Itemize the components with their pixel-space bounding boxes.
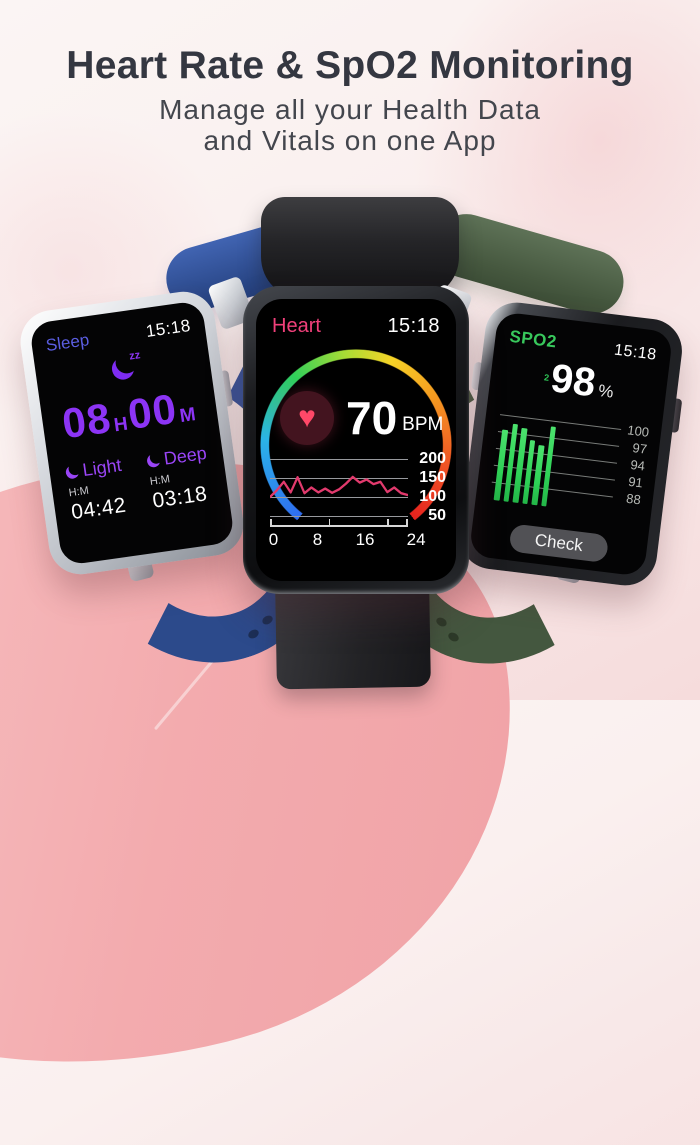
x-tick-label: 8 (312, 530, 323, 549)
header: Heart Rate & SpO2 Monitoring Manage all … (0, 44, 700, 157)
y-tick-label: 100 (419, 488, 446, 505)
heart-icon: ♥ (280, 391, 334, 445)
heart-watch: Heart 15:18 ♥ 70 BPM 200 150 100 50 (243, 286, 469, 594)
moon-icon (145, 452, 162, 469)
sleep-hours-unit: H (112, 413, 130, 437)
spo2-value: 98 (548, 356, 598, 406)
sleep-minutes: 00 (125, 384, 180, 439)
stage-value: 04:42 (69, 493, 128, 525)
sleep-watch: Sleep 15:18 zz 08 H 00 M Light H:M 04:42 (16, 287, 248, 579)
spo2-bar-chart: 100 97 94 91 88 (488, 414, 650, 532)
spo2-clock: 15:18 (613, 341, 658, 364)
gridline (270, 497, 408, 498)
black-watch-band-top (261, 197, 459, 299)
y-tick-label: 91 (627, 473, 644, 491)
sleep-stage-light: Light H:M 04:42 (64, 455, 128, 525)
heart-screen: Heart 15:18 ♥ 70 BPM 200 150 100 50 (256, 299, 456, 581)
sleep-hours: 08 (59, 394, 115, 448)
subtitle-line-2: and Vitals on one App (203, 125, 497, 157)
x-tick (328, 519, 331, 525)
x-tick-label: 16 (355, 530, 375, 549)
x-tick (387, 519, 389, 525)
sleep-clock: 15:18 (144, 315, 192, 341)
spo2-screen: SPO2 15:18 2 98 % 100 97 94 91 88 Check (468, 311, 674, 577)
heart-title: Heart (272, 315, 321, 337)
x-tick (270, 519, 272, 525)
heart-rate-polyline (270, 475, 408, 499)
heart-rate-line-chart: 200 150 100 50 0 8 16 24 (268, 450, 446, 559)
zzz-text: zz (128, 349, 142, 363)
moon-icon (64, 463, 81, 480)
heart-screen-header: Heart 15:18 (256, 299, 456, 338)
spo2-bars (493, 415, 573, 513)
gridline (270, 459, 408, 460)
y-tick-label: 94 (629, 456, 646, 474)
sleep-minutes-unit: M (178, 404, 198, 428)
gridline (270, 516, 408, 517)
bpm-value: 70 (346, 392, 398, 444)
stage-label: Light (81, 454, 123, 481)
spo2-percent-sign: % (597, 380, 615, 402)
bpm-unit: BPM (402, 414, 444, 435)
y-tick-label: 150 (419, 469, 446, 486)
spo2-bar (540, 426, 556, 507)
y-tick-label: 50 (428, 507, 446, 524)
sleep-screen: Sleep 15:18 zz 08 H 00 M Light H:M 04:42 (28, 300, 236, 566)
black-watch-strap-bottom (275, 580, 431, 690)
stage-label: Deep (162, 442, 208, 469)
x-tick-label: 0 (268, 530, 279, 549)
x-axis (270, 525, 408, 527)
page-title: Heart Rate & SpO2 Monitoring (66, 44, 634, 87)
bpm-row: ♥ 70 BPM (280, 391, 444, 445)
y-tick-label: 200 (419, 450, 446, 467)
y-tick-label: 100 (626, 422, 650, 440)
heart-rate-gauge-arc (260, 349, 452, 541)
y-tick-label: 88 (625, 490, 642, 508)
subtitle-line-1: Manage all your Health Data (159, 94, 541, 125)
gridline (270, 478, 408, 479)
spo2-title: SPO2 (508, 326, 558, 352)
heart-clock: 15:18 (387, 315, 440, 337)
y-tick-label: 97 (631, 440, 648, 457)
spo2-watch: SPO2 15:18 2 98 % 100 97 94 91 88 Check (456, 298, 686, 590)
sleep-stage-deep: Deep H:M 03:18 (146, 443, 214, 514)
sleep-title: Sleep (44, 330, 91, 356)
x-tick-label: 24 (406, 530, 426, 549)
x-tick (406, 519, 408, 525)
check-button[interactable]: Check (508, 523, 610, 564)
drop-subscript: 2 (543, 371, 550, 383)
